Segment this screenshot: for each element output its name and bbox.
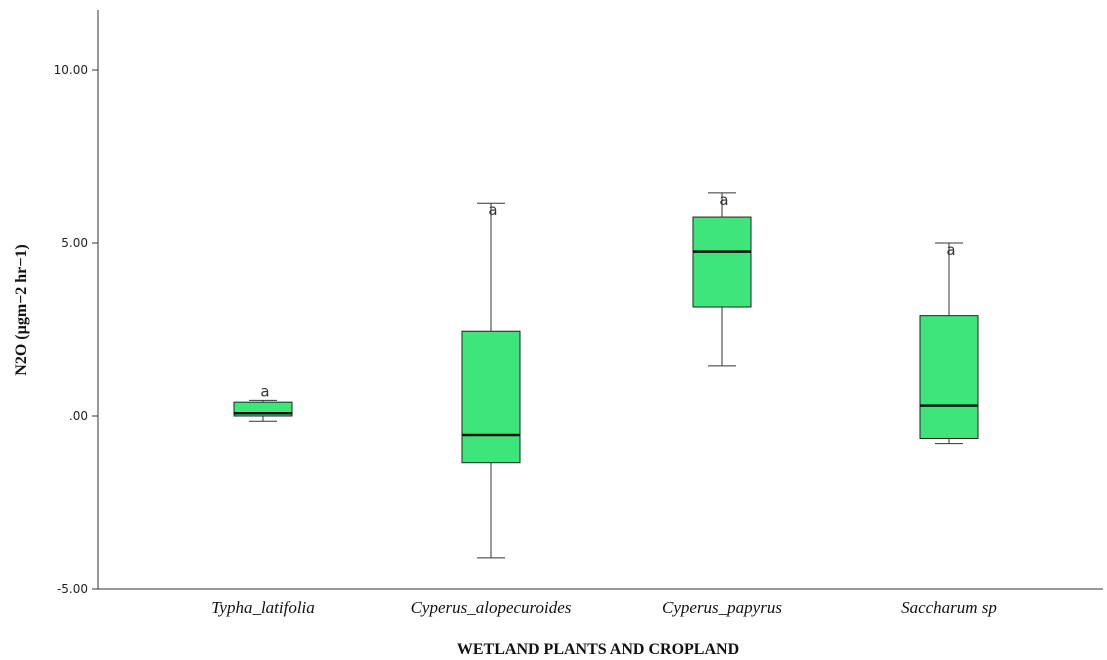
y-tick-label: 10.00 <box>54 63 88 77</box>
box-group: a <box>692 191 752 367</box>
x-tick-label: Saccharum sp <box>901 598 997 617</box>
iqr-box <box>919 315 979 439</box>
box-group: a <box>461 201 521 559</box>
box-group: a <box>919 241 979 445</box>
significance-letter: a <box>719 191 728 209</box>
iqr-box <box>692 216 752 308</box>
significance-letter: a <box>488 201 497 219</box>
x-tick-label: Cyperus_papyrus <box>662 598 782 617</box>
y-tick-label: -5.00 <box>57 582 88 596</box>
x-tick-label: Cyperus_alopecuroides <box>411 598 572 617</box>
x-axis-title: WETLAND PLANTS AND CROPLAND <box>457 641 739 658</box>
significance-letter: a <box>946 241 955 259</box>
y-axis-title: N2O (µgm−2 hr−1) <box>13 244 30 375</box>
y-ticks: 10.00 5.00 .00 -5.00 <box>54 63 98 596</box>
box-group: a <box>233 382 293 422</box>
iqr-box <box>461 330 521 464</box>
y-tick-label: .00 <box>69 409 88 423</box>
y-tick-label: 5.00 <box>61 236 88 250</box>
boxes: a a a a <box>233 191 979 559</box>
x-tick-labels: Typha_latifolia Cyperus_alopecuroides Cype… <box>211 598 997 617</box>
x-tick-label: Typha_latifolia <box>211 598 315 617</box>
significance-letter: a <box>260 382 269 400</box>
